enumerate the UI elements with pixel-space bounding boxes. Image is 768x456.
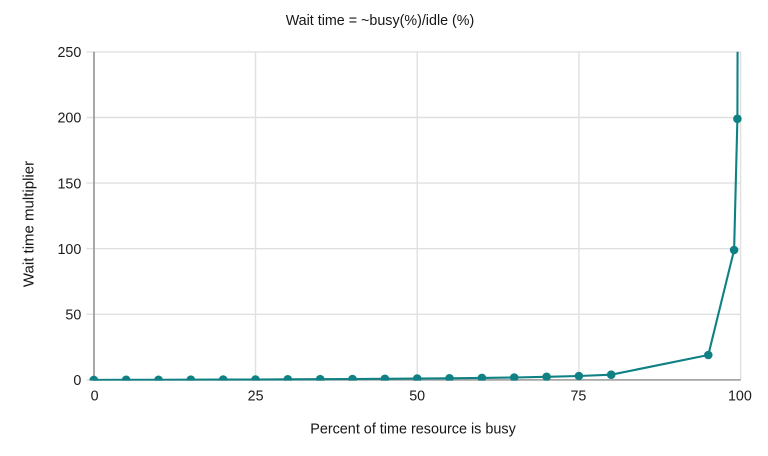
svg-text:25: 25: [248, 388, 264, 404]
svg-text:0: 0: [91, 388, 99, 404]
svg-text:150: 150: [57, 176, 81, 192]
svg-text:100: 100: [728, 388, 752, 404]
svg-text:Wait time multiplier: Wait time multiplier: [21, 161, 38, 287]
svg-text:100: 100: [57, 242, 81, 258]
svg-text:Percent of time resource is bu: Percent of time resource is busy: [310, 421, 516, 437]
svg-text:200: 200: [57, 111, 81, 127]
svg-text:50: 50: [409, 388, 425, 404]
svg-text:50: 50: [65, 308, 81, 324]
svg-text:0: 0: [73, 373, 81, 389]
svg-text:Wait time = ~busy(%)/idle (%): Wait time = ~busy(%)/idle (%): [286, 13, 475, 29]
svg-text:75: 75: [570, 388, 586, 404]
svg-text:250: 250: [57, 45, 81, 61]
